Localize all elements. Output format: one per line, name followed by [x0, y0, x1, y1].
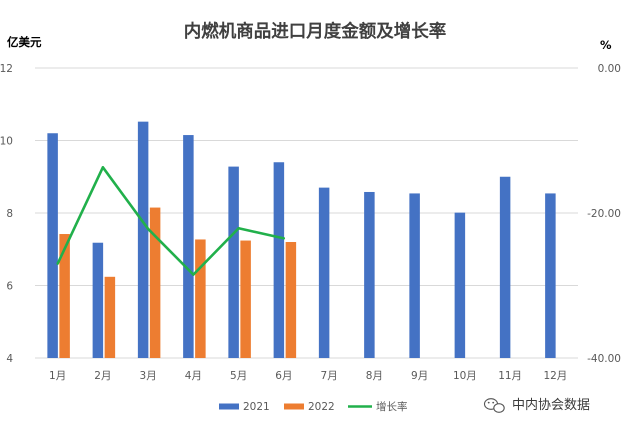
y-tick-label: 10 [0, 136, 13, 148]
watermark: 中内协会数据 [483, 397, 590, 413]
x-tick-label: 4月 [185, 370, 202, 382]
y-tick-label: 8 [6, 208, 13, 220]
bar-2021-8月 [364, 191, 375, 358]
watermark-text: 中内协会数据 [512, 397, 590, 413]
line-point [192, 273, 195, 276]
x-tick-label: 6月 [275, 370, 292, 382]
legend-label: 增长率 [376, 400, 408, 413]
y-tick-label: 12 [0, 63, 13, 75]
bar-2021-12月 [545, 193, 556, 358]
chart-title: 内燃机商品进口月度金额及增长率 [184, 21, 447, 42]
line-series-增长率 [56, 166, 285, 276]
x-tick-label: 12月 [543, 370, 567, 382]
x-tick-label: 3月 [140, 370, 157, 382]
legend-label: 2022 [308, 401, 335, 413]
bar-layer [47, 121, 556, 359]
bar-2021-2月 [92, 242, 104, 358]
bar-2021-3月 [137, 121, 149, 359]
x-tick-label: 2月 [94, 370, 111, 382]
y2-tick-label: 0.00 [598, 63, 621, 75]
left-axis-unit: 亿美元 [7, 35, 42, 49]
bar-2021-7月 [318, 187, 330, 358]
right-axis-unit: % [600, 38, 612, 52]
x-tick-label: 9月 [411, 370, 428, 382]
x-tick-label: 1月 [49, 370, 66, 382]
line-point [56, 262, 59, 265]
bar-2022-1月 [59, 234, 70, 358]
bar-2022-3月 [149, 207, 161, 358]
bar-2021-10月 [454, 212, 466, 358]
line-point [101, 166, 105, 169]
bar-2021-1月 [47, 133, 58, 358]
line-point [282, 237, 286, 240]
bar-2022-6月 [285, 242, 297, 358]
legend-label: 2021 [243, 401, 270, 413]
bar-2021-11月 [499, 176, 511, 358]
bar-2021-5月 [228, 166, 239, 358]
line-point [146, 227, 150, 231]
x-tick-label: 10月 [453, 370, 477, 382]
bar-2021-4月 [183, 135, 194, 358]
x-tick-label: 8月 [366, 370, 383, 382]
bar-2022-5月 [240, 240, 251, 358]
line-point [237, 227, 240, 230]
legend: 2021 2022 增长率 [219, 400, 408, 413]
wechat-icon [483, 398, 505, 413]
tick-layer: 4 6 8 10 12 -40.00 -20.00 0.00 1月 2月 3月 4月 5月 6月 7月 8月 9… [0, 63, 621, 382]
bar-2021-9月 [409, 193, 420, 358]
bar-2022-4月 [195, 239, 206, 358]
x-tick-label: 11月 [498, 370, 522, 382]
y2-tick-label: -40.00 [587, 353, 621, 365]
y-tick-label: 4 [6, 353, 13, 365]
x-tick-label: 7月 [321, 370, 338, 382]
y2-tick-label: -20.00 [587, 208, 621, 220]
bar-2022-2月 [104, 276, 116, 358]
grid-layer [35, 67, 578, 359]
line-layer [56, 166, 286, 276]
y-tick-label: 6 [6, 281, 13, 293]
legend-swatch [219, 403, 239, 410]
bar-2021-6月 [273, 162, 285, 358]
legend-swatch [284, 403, 304, 410]
x-tick-label: 5月 [230, 370, 247, 382]
